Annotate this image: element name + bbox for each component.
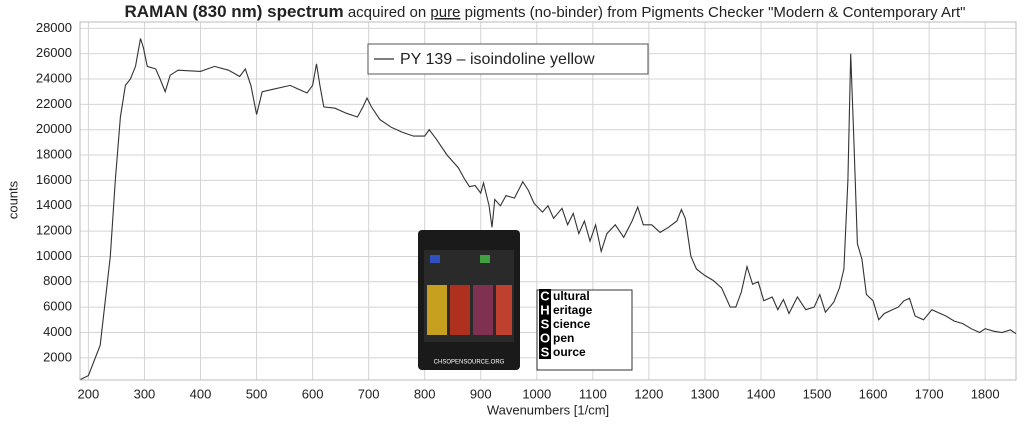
x-tick-label: 1300 [690,386,719,401]
swatch [496,285,512,335]
x-tick-label: 1400 [747,386,776,401]
x-tick-label: 1600 [859,386,888,401]
subtitle: pigments (no-binder) from Pigments Check… [465,4,966,21]
card-caption: CHSOPENSOURCE.ORG [434,360,505,366]
swatch [430,255,440,263]
x-tick-label: 500 [246,386,268,401]
x-tick-label: 1200 [634,386,663,401]
swatch [473,285,493,335]
y-tick-label: 16000 [36,172,72,187]
x-tick-label: 700 [358,386,380,401]
logo-letter: C [540,288,550,303]
x-tick-label: 1100 [579,386,607,401]
y-tick-label: 2000 [43,349,72,364]
x-tick-label: 900 [470,386,492,401]
logo-letter-box [539,289,551,303]
plot-frame [79,21,1017,381]
logo-word: pen [553,331,574,345]
y-axis-label: counts [5,180,20,219]
logo-letter-box [539,317,551,331]
swatch [450,285,470,335]
legend-label: PY 139 – isoindoline yellow [400,51,595,68]
x-tick-label: 1700 [915,386,944,401]
x-axis-label: Wavenumbers [1/cm] [487,402,609,417]
y-tick-label: 10000 [36,248,72,263]
logo-letter: S [541,344,550,359]
chart-title-line: RAMAN (830 nm) spectrum acquired on pure… [125,2,966,21]
swatch [427,285,447,335]
x-tick-label: 1000 [522,386,551,401]
x-tick-label: 1500 [803,386,832,401]
logo-word: ultural [553,289,590,303]
y-tick-label: 26000 [36,45,72,60]
logo-letter-box [539,331,551,345]
chsos-box [536,289,633,371]
logo-letter-box [539,303,551,317]
spectrum-line [80,38,1017,380]
subtitle: acquired on [348,4,426,21]
y-tick-label: 12000 [36,223,72,238]
logo-letter: O [540,330,550,345]
x-tick-label: 600 [302,386,324,401]
logo-letter: S [541,316,550,331]
y-tick-label: 20000 [36,121,72,136]
x-tick-label: 400 [190,386,212,401]
y-tick-label: 18000 [36,146,72,161]
y-tick-label: 22000 [36,96,72,111]
chart-title: RAMAN (830 nm) spectrum [125,2,344,21]
logo-word: eritage [553,303,593,317]
x-tick-label: 1800 [971,386,1000,401]
y-tick-label: 28000 [36,20,72,35]
subtitle: pure [430,4,460,21]
y-tick-label: 8000 [43,273,72,288]
legend-box [367,43,649,75]
y-tick-label: 24000 [36,70,72,85]
x-tick-label: 200 [78,386,100,401]
logo-word: cience [553,317,591,331]
legend: PY 139 – isoindoline yellow [367,43,649,75]
x-tick-label: 300 [134,386,156,401]
logo-letter: H [540,302,549,317]
y-tick-label: 4000 [43,324,72,339]
x-tick-label: 800 [414,386,436,401]
logo-word: ource [553,345,586,359]
y-tick-label: 6000 [43,299,72,314]
logo-letter-box [539,345,551,359]
y-tick-label: 14000 [36,197,72,212]
swatch [480,255,490,263]
